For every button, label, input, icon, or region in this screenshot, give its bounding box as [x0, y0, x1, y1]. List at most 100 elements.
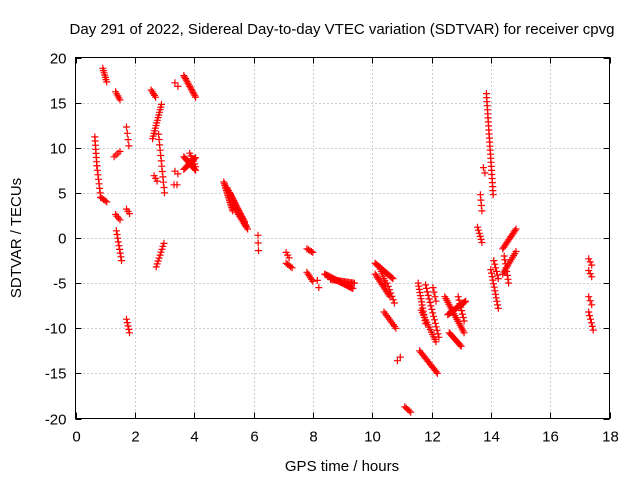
data-point: [188, 87, 196, 95]
data-point: [457, 303, 465, 311]
data-point: [491, 287, 499, 295]
data-point: [126, 210, 133, 218]
axis-ticks: [75, 57, 611, 420]
data-point: [116, 147, 124, 155]
data-point: [227, 191, 234, 198]
data-point: [460, 317, 468, 325]
data-point: [181, 73, 189, 81]
data-point: [254, 239, 262, 247]
data-point: [171, 79, 179, 87]
y-tick-label: 10: [50, 141, 67, 158]
data-point: [492, 294, 500, 302]
data-point: [488, 269, 495, 277]
data-point: [114, 234, 122, 242]
data-point: [396, 353, 404, 361]
y-axis-label: SDTVAR / TECUs: [8, 178, 25, 298]
data-point: [491, 260, 499, 268]
data-point: [161, 189, 168, 197]
data-point: [124, 322, 132, 330]
data-point: [432, 368, 440, 376]
data-point: [158, 100, 165, 108]
data-point: [112, 227, 120, 235]
data-point: [429, 309, 437, 317]
data-point: [152, 93, 160, 101]
data-point: [457, 342, 465, 350]
data-point: [309, 277, 317, 285]
data-point: [124, 136, 132, 144]
data-point: [393, 357, 401, 365]
data-point: [226, 189, 234, 197]
data-point: [386, 286, 393, 294]
data-point: [116, 216, 124, 224]
data-point: [387, 289, 395, 297]
data-point: [186, 82, 194, 90]
data-point: [187, 86, 195, 93]
data-point: [255, 247, 262, 255]
data-point: [388, 274, 396, 282]
x-axis-label: GPS time / hours: [285, 458, 399, 475]
data-point: [589, 326, 597, 334]
x-tick-label: 18: [602, 429, 619, 446]
data-point: [103, 198, 111, 206]
data-point: [427, 302, 435, 310]
data-point: [309, 248, 317, 256]
data-point: [492, 264, 500, 272]
data-point: [431, 293, 439, 301]
data-point: [433, 369, 441, 377]
data-point: [489, 191, 497, 199]
data-point: [585, 308, 593, 316]
data-point: [456, 341, 464, 349]
data-point: [315, 284, 323, 292]
x-tick-label: 2: [131, 429, 139, 446]
data-point: [494, 275, 502, 283]
data-point: [454, 293, 462, 301]
data-point: [431, 316, 438, 324]
data-point: [123, 315, 130, 323]
data-point: [460, 329, 468, 337]
x-tick-label: 0: [72, 429, 80, 446]
data-point: [422, 281, 430, 289]
data-point: [384, 282, 392, 290]
data-point: [426, 298, 434, 306]
data-point: [407, 408, 415, 416]
data-point: [430, 288, 438, 296]
data-point: [588, 301, 596, 309]
data-point: [182, 75, 189, 83]
x-tick-label: 16: [542, 429, 559, 446]
data-point: [174, 82, 182, 90]
data-point: [479, 164, 487, 172]
data-point: [493, 267, 500, 275]
data-point: [350, 279, 358, 287]
data-point: [158, 245, 166, 253]
data-point: [173, 181, 181, 189]
data-point: [423, 288, 431, 296]
data-point: [433, 326, 441, 334]
data-point: [585, 267, 593, 274]
data-point: [478, 207, 486, 215]
data-point: [490, 280, 497, 288]
y-tick-label: -20: [45, 412, 67, 429]
data-point: [490, 257, 498, 265]
data-point: [476, 232, 484, 240]
data-point: [223, 184, 231, 191]
data-point: [152, 263, 160, 271]
data-point: [585, 255, 593, 263]
data-point: [425, 295, 433, 303]
data-point: [512, 248, 520, 255]
data-point: [461, 298, 469, 306]
data-point: [285, 254, 293, 262]
data-point: [114, 238, 122, 246]
data-point: [191, 92, 199, 100]
data-point: [184, 79, 192, 87]
data-point: [432, 323, 440, 331]
data-point: [405, 407, 413, 415]
x-tick-label: 4: [190, 429, 198, 446]
data-point: [424, 291, 432, 299]
data-point: [390, 299, 398, 307]
data-point: [586, 258, 594, 266]
data-point: [182, 76, 190, 84]
data-point: [388, 292, 396, 300]
tick-labels: 0 2 4 6 8 10 12 14 16 18 -20 -15 -10 -5 0 5 10 15 20: [45, 51, 619, 446]
y-tick-label: 20: [50, 51, 67, 68]
